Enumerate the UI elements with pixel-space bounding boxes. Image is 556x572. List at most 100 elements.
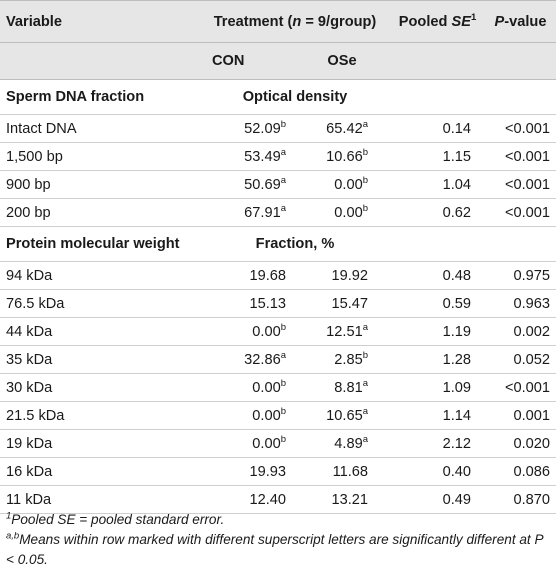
con-cell-value: 19.68: [249, 267, 286, 284]
footnote-1-text: Pooled SE = pooled standard error.: [11, 512, 225, 527]
ose-cell: 8.81a: [294, 373, 390, 402]
footnote-1-marker: 1: [6, 510, 12, 522]
table-row: 1,500 bp 53.49a 10.66b 1.15 <0.001: [0, 142, 556, 171]
header-row-2: CON OSe: [0, 42, 556, 80]
table-row: 200 bp 67.91a 0.00b 0.62 <0.001: [0, 198, 556, 227]
row-label: 44 kDa: [0, 317, 200, 346]
con-cell: 15.13: [200, 289, 294, 318]
pvalue-cell: 0.963: [485, 289, 556, 318]
row-label: 16 kDa: [0, 457, 200, 486]
section-blank: [390, 226, 485, 262]
pooled-se-cell: 0.62: [390, 198, 485, 227]
ose-cell-value: 10.66: [326, 148, 363, 165]
section-header-row: Protein molecular weight Fraction, %: [0, 226, 556, 262]
ose-cell-value: 0.00: [334, 204, 363, 221]
table-row: 76.5 kDa 15.13 15.47 0.59 0.963: [0, 289, 556, 318]
pvalue-italic: P: [494, 13, 505, 30]
header-blank-p: [485, 42, 556, 80]
pvalue-suffix: -value: [504, 13, 547, 30]
ose-cell-value: 0.00: [334, 176, 363, 193]
ose-cell-superscript: b: [362, 146, 368, 158]
treatment-n: n: [292, 13, 302, 30]
con-cell-value: 12.40: [249, 491, 286, 508]
con-cell: 67.91a: [200, 198, 294, 227]
con-cell-value: 32.86: [244, 351, 281, 368]
pooled-se-cell: 0.40: [390, 457, 485, 486]
pvalue-header: P-value: [485, 0, 556, 43]
ose-header: OSe: [294, 42, 390, 80]
ose-cell: 15.47: [294, 289, 390, 318]
ose-cell-superscript: a: [362, 405, 368, 417]
ose-cell-value: 13.21: [331, 491, 368, 508]
footnotes: 1Pooled SE = pooled standard error. a,bM…: [0, 510, 556, 570]
section-title: Protein molecular weight: [0, 226, 200, 262]
row-label: 11 kDa: [0, 485, 200, 514]
footnote-1: 1Pooled SE = pooled standard error.: [0, 510, 556, 530]
row-label: 35 kDa: [0, 345, 200, 374]
ose-cell-superscript: a: [362, 321, 368, 333]
ose-cell-value: 65.42: [326, 120, 363, 137]
con-cell-value: 15.13: [249, 295, 286, 312]
con-cell: 0.00b: [200, 373, 294, 402]
pooled-se-cell: 0.49: [390, 485, 485, 514]
pooled-se-cell: 0.48: [390, 261, 485, 290]
ose-cell: 0.00b: [294, 198, 390, 227]
pooled-se-cell: 1.04: [390, 170, 485, 199]
ose-cell: 11.68: [294, 457, 390, 486]
pvalue-cell: 0.975: [485, 261, 556, 290]
ose-cell: 12.51a: [294, 317, 390, 346]
pooled-se-cell: 0.59: [390, 289, 485, 318]
pooled-se-cell: 1.14: [390, 401, 485, 430]
ose-cell: 4.89a: [294, 429, 390, 458]
con-cell-value: 50.69: [244, 176, 281, 193]
ose-cell-value: 10.65: [326, 407, 363, 424]
row-label: 1,500 bp: [0, 142, 200, 171]
con-cell-value: 0.00: [252, 323, 281, 340]
table-row: 44 kDa 0.00b 12.51a 1.19 0.002: [0, 317, 556, 346]
ose-cell: 2.85b: [294, 345, 390, 374]
footnote-2: a,bMeans within row marked with differen…: [0, 530, 556, 570]
header-blank: [0, 42, 200, 80]
pvalue-cell: <0.001: [485, 114, 556, 143]
con-cell: 19.93: [200, 457, 294, 486]
pvalue-cell: <0.001: [485, 170, 556, 199]
table-row: 900 bp 50.69a 0.00b 1.04 <0.001: [0, 170, 556, 199]
ose-cell-superscript: b: [362, 174, 368, 186]
con-cell-value: 0.00: [252, 379, 281, 396]
header-row-1: Variable Treatment (n = 9/group) Pooled …: [0, 0, 556, 43]
ose-cell-value: 4.89: [334, 435, 363, 452]
ose-cell-value: 19.92: [331, 267, 368, 284]
header-blank-se: [390, 42, 485, 80]
ose-cell-superscript: a: [362, 433, 368, 445]
pvalue-cell: 0.870: [485, 485, 556, 514]
con-cell: 50.69a: [200, 170, 294, 199]
con-cell: 52.09b: [200, 114, 294, 143]
pvalue-cell: 0.001: [485, 401, 556, 430]
section-title: Sperm DNA fraction: [0, 79, 200, 115]
treatment-header: Treatment (n = 9/group): [200, 0, 390, 43]
con-cell-value: 0.00: [252, 435, 281, 452]
section-blank: [485, 79, 556, 115]
ose-cell: 10.65a: [294, 401, 390, 430]
pvalue-cell: 0.020: [485, 429, 556, 458]
con-cell-value: 0.00: [252, 407, 281, 424]
table-row: 11 kDa 12.40 13.21 0.49 0.870: [0, 485, 556, 514]
con-header: CON: [200, 42, 294, 80]
section-blank: [390, 79, 485, 115]
ose-cell-value: 12.51: [326, 323, 363, 340]
treatment-suffix: = 9/group): [301, 13, 377, 30]
row-label: 30 kDa: [0, 373, 200, 402]
pvalue-cell: <0.001: [485, 373, 556, 402]
pvalue-cell: <0.001: [485, 142, 556, 171]
con-cell: 32.86a: [200, 345, 294, 374]
pooled-se-header: Pooled SE1: [390, 0, 485, 43]
section-header-row: Sperm DNA fraction Optical density: [0, 79, 556, 115]
variable-header: Variable: [0, 0, 200, 43]
con-cell-value: 19.93: [249, 463, 286, 480]
pvalue-cell: 0.002: [485, 317, 556, 346]
ose-cell: 10.66b: [294, 142, 390, 171]
table-row: 30 kDa 0.00b 8.81a 1.09 <0.001: [0, 373, 556, 402]
con-cell-superscript: b: [280, 118, 286, 130]
ose-cell-value: 11.68: [332, 463, 368, 480]
